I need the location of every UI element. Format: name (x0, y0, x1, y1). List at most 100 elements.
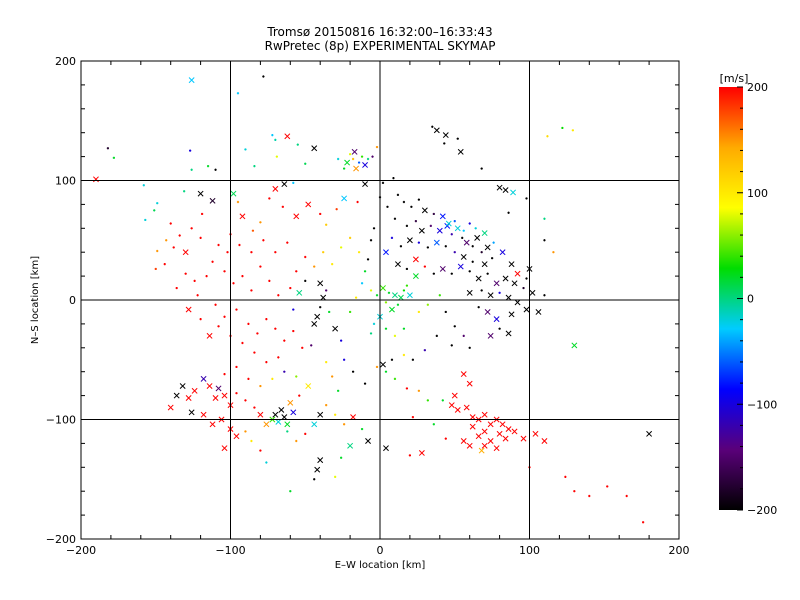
data-point-dot (292, 181, 295, 184)
data-point-cross (508, 261, 515, 268)
data-point-cross (239, 213, 246, 220)
x-tick-label: 200 (669, 544, 690, 557)
data-point-dot (199, 318, 202, 321)
data-point-dot (259, 221, 262, 224)
data-point-dot (525, 197, 528, 200)
data-point-dot (477, 306, 480, 309)
data-point-dot (444, 245, 447, 248)
data-point-dot (360, 282, 364, 285)
data-point-cross (502, 187, 509, 194)
colorbar-tick-label: −100 (747, 398, 777, 411)
data-point-dot (340, 456, 343, 459)
data-point-dot (247, 322, 250, 325)
data-point-cross (296, 289, 303, 296)
data-point-cross (451, 392, 458, 399)
data-point-dot (432, 212, 435, 216)
data-point-cross (200, 375, 207, 382)
data-point-dot (253, 406, 256, 409)
data-point-dot (405, 387, 409, 390)
data-point-dot (432, 423, 435, 426)
data-point-dot (462, 229, 465, 232)
data-point-dot (357, 251, 361, 254)
data-point-dot (304, 432, 307, 435)
data-point-dot (331, 375, 334, 378)
data-point-cross (188, 409, 195, 416)
data-point-dot (310, 344, 313, 347)
data-point-cross (499, 249, 506, 256)
data-point-cross (412, 256, 419, 263)
data-point-dot (474, 227, 477, 230)
data-point-cross (406, 292, 413, 299)
data-point-dot (286, 430, 289, 433)
data-point-dot (606, 485, 609, 488)
data-point-cross (469, 414, 476, 421)
data-point-dot (343, 358, 346, 361)
data-point-dot (274, 327, 277, 330)
data-point-dot (235, 308, 238, 311)
data-point-cross (439, 213, 446, 220)
data-point-dot (205, 275, 208, 278)
data-point-dot (236, 200, 240, 204)
data-point-cross (474, 234, 481, 241)
data-point-cross (475, 275, 482, 282)
data-point-dot (334, 475, 337, 478)
data-point-dot (153, 209, 156, 212)
data-point-dot (304, 279, 307, 282)
data-point-dot (292, 308, 295, 311)
data-point-dot (390, 236, 394, 239)
data-point-cross (320, 294, 327, 301)
data-point-cross (454, 225, 461, 232)
data-point-cross (365, 438, 371, 444)
data-point-cross (341, 195, 348, 202)
data-point-dot (642, 521, 645, 524)
data-point-dot (262, 75, 265, 78)
data-point-dot (426, 303, 429, 306)
data-point-cross (475, 433, 482, 440)
data-point-dot (271, 133, 274, 137)
data-point-dot (471, 260, 474, 263)
data-point-cross (317, 280, 324, 287)
data-point-dot (331, 263, 334, 266)
data-point-cross (493, 280, 500, 287)
data-point-cross (332, 325, 339, 332)
data-point-cross (182, 249, 189, 256)
data-point-dot (546, 135, 549, 138)
data-point-cross (221, 445, 228, 452)
data-point-dot (450, 344, 453, 347)
data-point-dot (241, 275, 244, 278)
data-point-dot (298, 394, 301, 397)
data-point-dot (214, 303, 217, 306)
data-point-dot (417, 198, 420, 201)
data-point-cross (502, 435, 509, 442)
data-point-dot (461, 236, 464, 239)
data-point-cross (460, 438, 467, 444)
data-point-dot (172, 246, 175, 249)
data-point-dot (372, 227, 376, 230)
data-point-dot (142, 184, 145, 187)
y-tick-label: 100 (55, 175, 76, 188)
data-point-cross (380, 361, 386, 368)
data-point-cross (281, 414, 288, 421)
data-point-dot (274, 251, 277, 254)
data-point-cross (406, 237, 413, 244)
data-point-dot (405, 224, 409, 228)
data-point-dot (337, 157, 340, 161)
data-point-dot (274, 138, 277, 141)
data-point-dot (144, 218, 147, 222)
data-point-dot (281, 205, 284, 208)
data-point-dot (206, 165, 210, 168)
data-point-dot (498, 327, 501, 330)
data-point-dot (163, 263, 166, 266)
data-point-dot (343, 423, 346, 426)
data-point-dot (417, 310, 420, 314)
data-point-dot (363, 270, 367, 273)
data-point-dot (444, 437, 447, 440)
data-point-cross (383, 249, 389, 256)
data-point-cross (448, 402, 455, 409)
data-point-dot (313, 478, 316, 481)
chart-subtitle: RwPretec (8p) EXPERIMENTAL SKYMAP (265, 39, 496, 53)
data-point-dot (507, 211, 510, 214)
data-point-cross (305, 383, 312, 389)
colorbar-tick-label: 100 (747, 187, 768, 200)
data-point-dot (235, 365, 238, 369)
